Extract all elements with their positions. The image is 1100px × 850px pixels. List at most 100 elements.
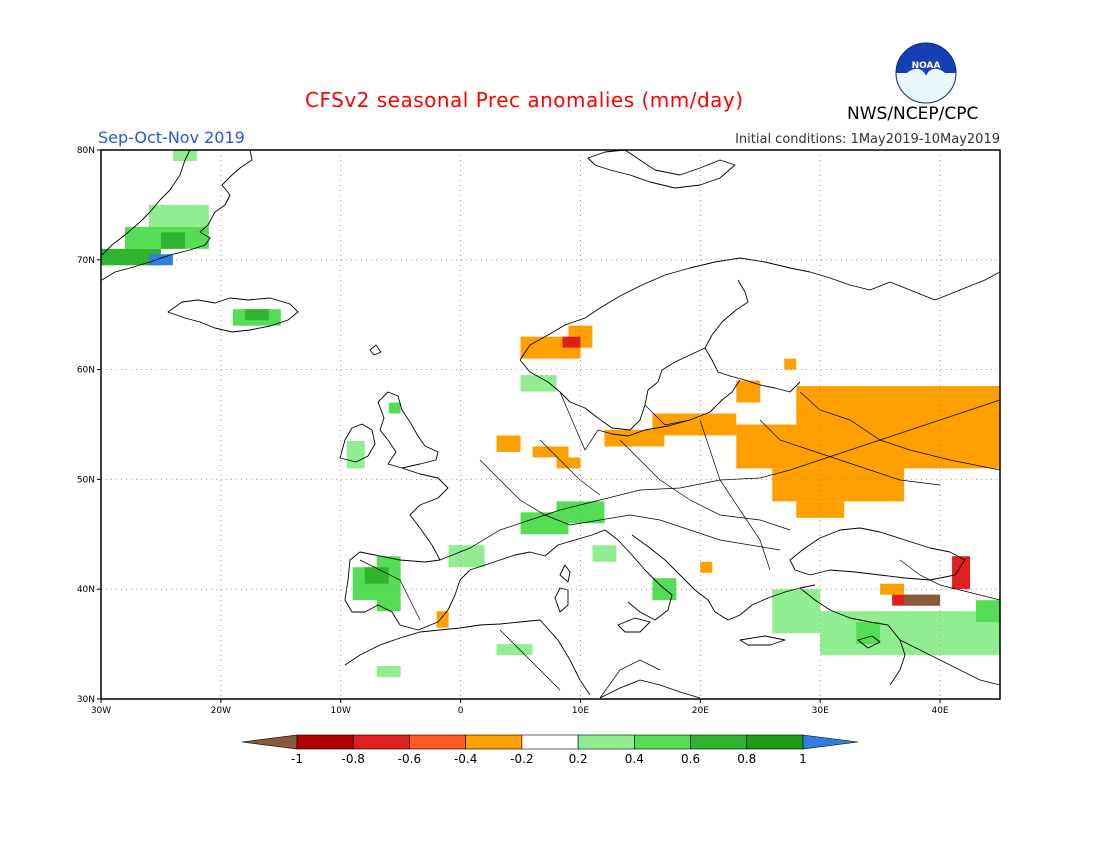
lat-tick-label: 30N — [77, 695, 95, 705]
lon-tick-label: 30W — [91, 706, 111, 716]
lon-tick-label: 10W — [331, 706, 351, 716]
anomaly-cell — [101, 248, 161, 266]
finland-coast — [704, 347, 801, 393]
colorbar-low-arrow — [241, 734, 298, 750]
anomaly-cell — [520, 375, 557, 392]
baltic-coast — [597, 379, 741, 437]
anomaly-cell — [880, 583, 905, 595]
colorbar-label: -0.2 — [510, 752, 533, 766]
anomaly-cell — [148, 204, 209, 227]
cyprus-coast — [857, 635, 881, 649]
anomaly-cell — [772, 468, 905, 502]
lat-tick-label: 80N — [77, 146, 95, 156]
iceland-coast — [167, 297, 299, 333]
axis-ticks: 30W 20W 10W 0 10E 20E 30E 40E 80N 70N 60N 50N 40N 30N — [77, 146, 949, 716]
colorbar-bin — [465, 734, 523, 750]
lon-tick-label: 10E — [572, 706, 589, 716]
lon-tick-label: 40E — [931, 706, 948, 716]
colorbar-bin — [690, 734, 748, 750]
faroe-coast — [369, 344, 382, 356]
great-britain-coast — [377, 391, 439, 469]
anomaly-cells — [101, 150, 1000, 678]
lon-tick-label: 20E — [692, 706, 709, 716]
anomaly-cell — [976, 600, 1000, 623]
lon-tick-label: 0 — [458, 706, 464, 716]
anomaly-cell — [736, 380, 761, 403]
colorbar-bin — [521, 734, 579, 750]
anomaly-cell — [556, 457, 581, 469]
anomaly-cell — [604, 429, 665, 447]
anomaly-cell — [346, 440, 365, 469]
colorbar-label: 0.8 — [737, 752, 756, 766]
coastlines — [101, 149, 1001, 699]
anomaly-cell — [376, 666, 401, 678]
lat-tick-label: 60N — [77, 366, 95, 376]
anomaly-cell — [652, 413, 737, 436]
colorbar-bin — [409, 734, 466, 750]
colorbar-label: -1 — [291, 752, 303, 766]
colorbar-label: 0.6 — [681, 752, 700, 766]
anomaly-cell — [904, 594, 941, 606]
anomaly-cell — [556, 501, 605, 524]
anomaly-cell — [532, 446, 569, 458]
anatolia-coast — [799, 587, 906, 686]
lat-tick-label: 70N — [77, 256, 95, 266]
colorbar: -1 -0.8 -0.6 -0.4 -0.2 0.2 0.4 0.6 0.8 1 — [241, 734, 859, 766]
black-sea-coast — [789, 527, 966, 581]
colorbar-bin — [296, 734, 354, 750]
anomaly-cell — [796, 386, 1000, 425]
anomaly-cell — [796, 501, 845, 518]
anomaly-cell — [700, 561, 713, 573]
anomaly-cell — [592, 545, 617, 562]
lon-tick-label: 30E — [812, 706, 829, 716]
anomaly-cell — [856, 622, 881, 645]
anomaly-cell — [448, 545, 485, 568]
western-europe-coast — [344, 467, 673, 631]
lat-tick-label: 50N — [77, 475, 95, 485]
scandinavia-coast — [519, 257, 1001, 431]
anomaly-cell — [436, 611, 449, 628]
anomaly-cell — [784, 358, 797, 370]
initial-conditions-label: Initial conditions: 1May2019-10May2019 — [735, 132, 1000, 147]
season-label: Sep-Oct-Nov 2019 — [98, 128, 245, 147]
svalbard-coast — [587, 149, 736, 189]
colorbar-bin — [352, 734, 410, 750]
anomaly-cell — [364, 567, 389, 584]
colorbar-bin — [746, 734, 804, 750]
anomaly-cell — [148, 254, 173, 266]
north-africa-coast — [344, 619, 701, 699]
lat-tick-label: 40N — [77, 585, 95, 595]
colorbar-label: -0.8 — [342, 752, 365, 766]
colorbar-label: 1 — [799, 752, 807, 766]
colorbar-label: -0.6 — [398, 752, 421, 766]
agency-label: NWS/NCEP/CPC — [847, 104, 979, 124]
anomaly-cell — [496, 435, 521, 452]
anomaly-cell — [244, 309, 269, 321]
colorbar-bin — [634, 734, 691, 750]
sicily-coast — [617, 617, 651, 633]
anomaly-cell — [952, 556, 971, 590]
anomaly-cell — [388, 402, 401, 414]
colorbar-bin — [577, 734, 635, 750]
colorbar-label: 0.2 — [569, 752, 588, 766]
colorbar-high-arrow — [802, 734, 859, 750]
noaa-logo-icon: NOAA — [895, 42, 957, 104]
chart-title: CFSv2 seasonal Prec anomalies (mm/day) — [305, 88, 744, 112]
colorbar-label: 0.4 — [625, 752, 644, 766]
corsica-coast — [559, 564, 571, 583]
greenland-coast — [101, 149, 253, 281]
anomaly-cell — [562, 336, 581, 348]
anomaly-cell — [160, 232, 185, 249]
anomaly-cell — [496, 644, 533, 656]
ireland-coast — [339, 423, 376, 463]
lon-tick-label: 20W — [211, 706, 231, 716]
anomaly-cell — [172, 150, 197, 161]
map-frame — [100, 149, 1001, 700]
crete-coast — [739, 635, 786, 646]
balkans-coast — [631, 534, 816, 621]
anomaly-cell — [820, 611, 1000, 656]
sardinia-coast — [554, 587, 569, 613]
colorbar-label: -0.4 — [454, 752, 477, 766]
anomaly-cell — [520, 512, 569, 535]
